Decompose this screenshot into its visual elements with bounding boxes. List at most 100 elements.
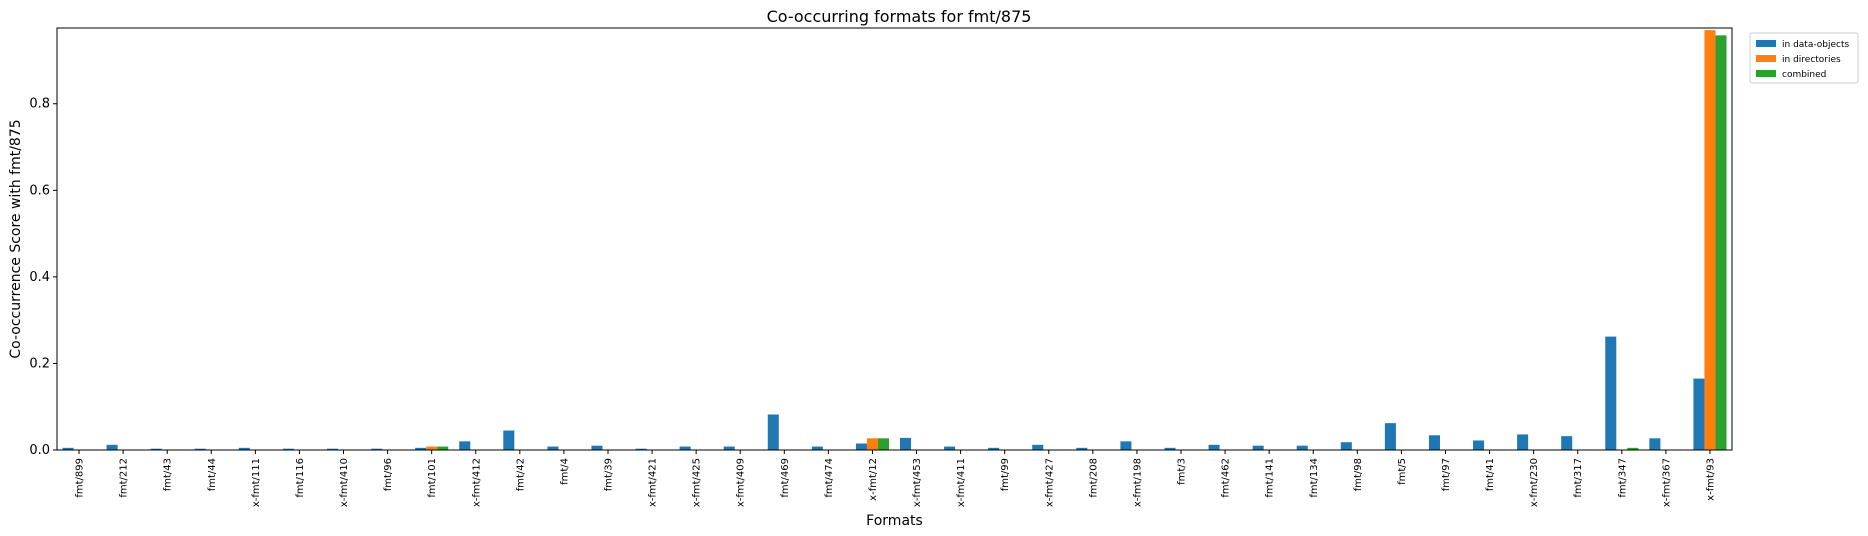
x-tick-label: fmt/43 [163,458,174,491]
x-tick-label: fmt/317 [1573,458,1584,498]
legend-swatch [1756,55,1776,62]
x-tick-label: x-fmt/425 [692,458,703,507]
bars-layer [62,30,1727,451]
bar-1-fmt-39 [591,445,603,450]
x-tick-label: fmt/462 [1221,458,1232,498]
x-tick-label: fmt/42 [515,458,526,491]
x-tick-label: fmt/4 [559,458,570,485]
bar-1-fmt-469 [767,414,779,450]
bar-1-x-fmt-425 [679,446,691,450]
chart-title: Co-occurring formats for fmt/875 [767,7,1032,26]
x-tick-label: x-fmt/367 [1661,458,1672,507]
x-tick-label: fmt/474 [824,458,835,498]
legend-swatch [1756,70,1776,77]
x-tick-label: fmt/39 [603,458,614,491]
x-tick-label: x-fmt/409 [736,458,747,507]
bar-1-fmt-96 [371,448,383,450]
bar-1-x-fmt-409 [723,446,735,450]
x-tick-label: fmt/97 [1441,458,1452,491]
bar-1-x-fmt-198 [1120,441,1132,450]
x-tick-label: x-fmt/198 [1132,458,1143,507]
plot-frame [56,27,1733,451]
x-tick-label: fmt/134 [1309,458,1320,498]
legend-box [1749,32,1859,84]
bar-1-fmt-3 [1164,447,1176,450]
y-axis: 0.0 0.2 0.4 0.6 0.8 [29,97,57,458]
bar-3-x-fmt-12 [877,438,889,450]
x-tick-label: fmt/347 [1617,458,1628,498]
x-tick-label: x-fmt/453 [912,458,923,507]
bar-1-fmt-317 [1561,436,1573,450]
bar-1-x-fmt-411 [944,446,956,450]
x-tick-label: fmt/99 [1000,458,1011,491]
bar-1-x-fmt-93 [1693,378,1705,450]
bar-1-x-fmt-230 [1517,434,1529,450]
bar-1-x-fmt-410 [326,448,339,450]
bar-1-fmt-141 [1252,445,1264,450]
bar-1-fmt-99 [988,447,1000,450]
x-tick-label: fmt/899 [75,458,86,498]
bar-2-x-fmt-12 [866,438,878,450]
x-tick-label: x-fmt/411 [956,458,967,507]
bar-1-fmt-43 [150,448,162,450]
bar-1-x-fmt-412 [459,441,471,450]
x-tick-label: x-fmt/93 [1705,458,1716,501]
legend-swatch [1756,40,1776,47]
x-tick-label: fmt/3 [1177,458,1188,485]
x-tick-label: x-fmt/412 [471,458,482,507]
legend-label: in directories [1782,55,1841,65]
y-tick-label: 0.2 [29,356,50,371]
x-tick-label: x-fmt/111 [251,458,262,507]
legend-label: in data-objects [1782,40,1849,50]
bar-1-x-fmt-12 [855,443,867,450]
x-tick-label: fmt/212 [119,458,130,498]
bar-1-fmt-462 [1208,444,1220,450]
x-tick-label: x-fmt/230 [1529,458,1540,507]
bar-1-fmt-116 [282,448,294,450]
x-axis: fmt/899 fmt/212 fmt/43 fmt/44 x-fmt/111 fmt/1… [75,450,1716,507]
bar-1-fmt-44 [194,448,206,450]
bar-1-fmt-474 [811,446,823,450]
bar-1-x-fmt-427 [1032,444,1044,450]
bar-3-fmt-347 [1627,447,1639,450]
x-tick-label: fmt/41 [1485,458,1496,491]
x-tick-label: x-fmt/427 [1044,458,1055,507]
bar-3-fmt-101 [437,446,449,450]
bar-1-fmt-41 [1473,440,1485,450]
x-tick-label: fmt/208 [1088,458,1099,498]
bar-3-x-fmt-93 [1715,35,1727,451]
x-tick-label: fmt/98 [1353,458,1364,491]
x-tick-label: x-fmt/410 [339,458,350,507]
y-tick-label: 0.0 [29,443,50,458]
y-axis-title: Co-occurrence Score with fmt/875 [8,119,24,358]
x-tick-label: fmt/469 [780,458,791,498]
bar-1-x-fmt-453 [900,437,912,450]
bar-1-x-fmt-367 [1649,438,1661,450]
x-axis-title: Formats [866,513,923,529]
bar-1-fmt-208 [1076,447,1088,450]
bar-1-fmt-5 [1384,423,1396,450]
x-tick-label: fmt/101 [427,458,438,498]
bar-1-fmt-97 [1428,435,1440,450]
bar-1-fmt-101 [415,447,427,450]
x-tick-label: fmt/44 [207,458,218,491]
x-tick-label: x-fmt/421 [648,458,659,507]
x-tick-label: fmt/96 [383,458,394,491]
bar-1-fmt-98 [1340,442,1352,450]
x-tick-label: fmt/141 [1265,458,1276,498]
y-tick-label: 0.4 [29,270,50,285]
y-tick-label: 0.6 [29,183,50,198]
bar-1-fmt-347 [1605,336,1617,450]
bar-1-fmt-42 [503,430,515,450]
x-tick-label: x-fmt/12 [868,458,879,501]
bar-1-x-fmt-421 [635,448,647,450]
bar-1-x-fmt-111 [238,447,250,450]
bar-2-fmt-101 [426,446,438,450]
y-tick-label: 0.8 [29,97,50,112]
bar-1-fmt-899 [62,447,74,450]
legend: in data-objects in directories combined [1749,32,1859,84]
bar-1-fmt-4 [547,446,559,450]
bar-1-fmt-134 [1296,445,1308,450]
legend-label: combined [1782,70,1826,80]
